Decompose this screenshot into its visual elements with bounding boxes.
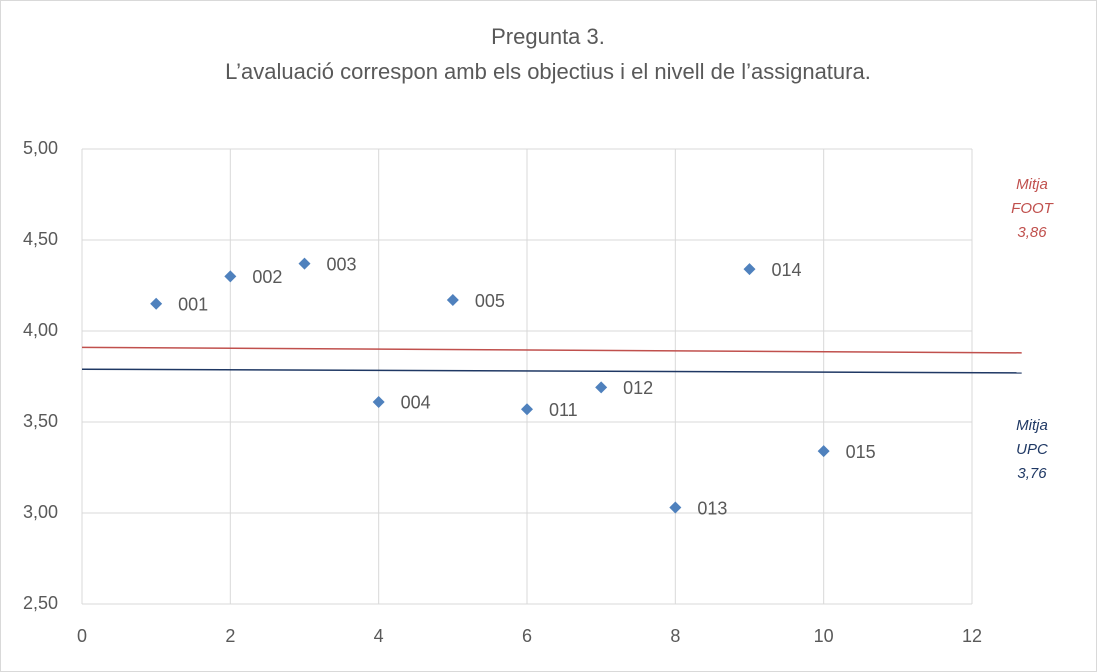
- x-tick-label: 4: [374, 626, 384, 646]
- x-tick-label: 0: [77, 626, 87, 646]
- point: [595, 381, 608, 394]
- point: [817, 445, 830, 458]
- point: [669, 501, 682, 514]
- annotation: FOOT: [1011, 200, 1054, 217]
- annotation: 3,86: [1017, 224, 1047, 241]
- point-label: 003: [327, 254, 357, 274]
- point: [446, 294, 459, 307]
- point: [521, 403, 533, 416]
- point-label: 013: [697, 498, 727, 518]
- annotation: UPC: [1016, 441, 1048, 458]
- y-tick-label: 4,50: [23, 229, 58, 249]
- chart-subtitle: L’avaluació correspon amb els objectius …: [225, 59, 871, 84]
- point-label: 015: [846, 442, 876, 462]
- point: [224, 270, 237, 283]
- x-tick-label: 10: [814, 626, 834, 646]
- reference-line: [81, 368, 1022, 374]
- x-tick-label: 12: [962, 626, 982, 646]
- annotation: Mitja: [1016, 417, 1048, 434]
- point-label: 002: [252, 267, 282, 287]
- x-tick-label: 2: [225, 626, 235, 646]
- point-label: 014: [772, 260, 802, 280]
- y-tick-label: 5,00: [23, 138, 58, 158]
- reference-line: [81, 346, 1022, 354]
- point-label: 004: [401, 393, 431, 413]
- x-tick-label: 8: [670, 626, 680, 646]
- point-label: 012: [623, 378, 653, 398]
- y-tick-label: 3,50: [23, 411, 58, 431]
- y-tick-label: 4,00: [23, 320, 58, 340]
- point: [372, 395, 385, 408]
- chart-title: Pregunta 3.: [491, 24, 605, 49]
- annotation: Mitja: [1016, 176, 1048, 193]
- y-tick-label: 2,50: [23, 593, 58, 613]
- point: [298, 257, 311, 270]
- x-tick-label: 6: [522, 626, 532, 646]
- point: [743, 263, 756, 276]
- point-label: 001: [178, 294, 208, 314]
- annotation: 3,76: [1017, 465, 1047, 482]
- point: [150, 297, 163, 310]
- point-label: 005: [475, 291, 505, 311]
- point-label: 011: [549, 400, 578, 420]
- y-tick-label: 3,00: [23, 502, 58, 522]
